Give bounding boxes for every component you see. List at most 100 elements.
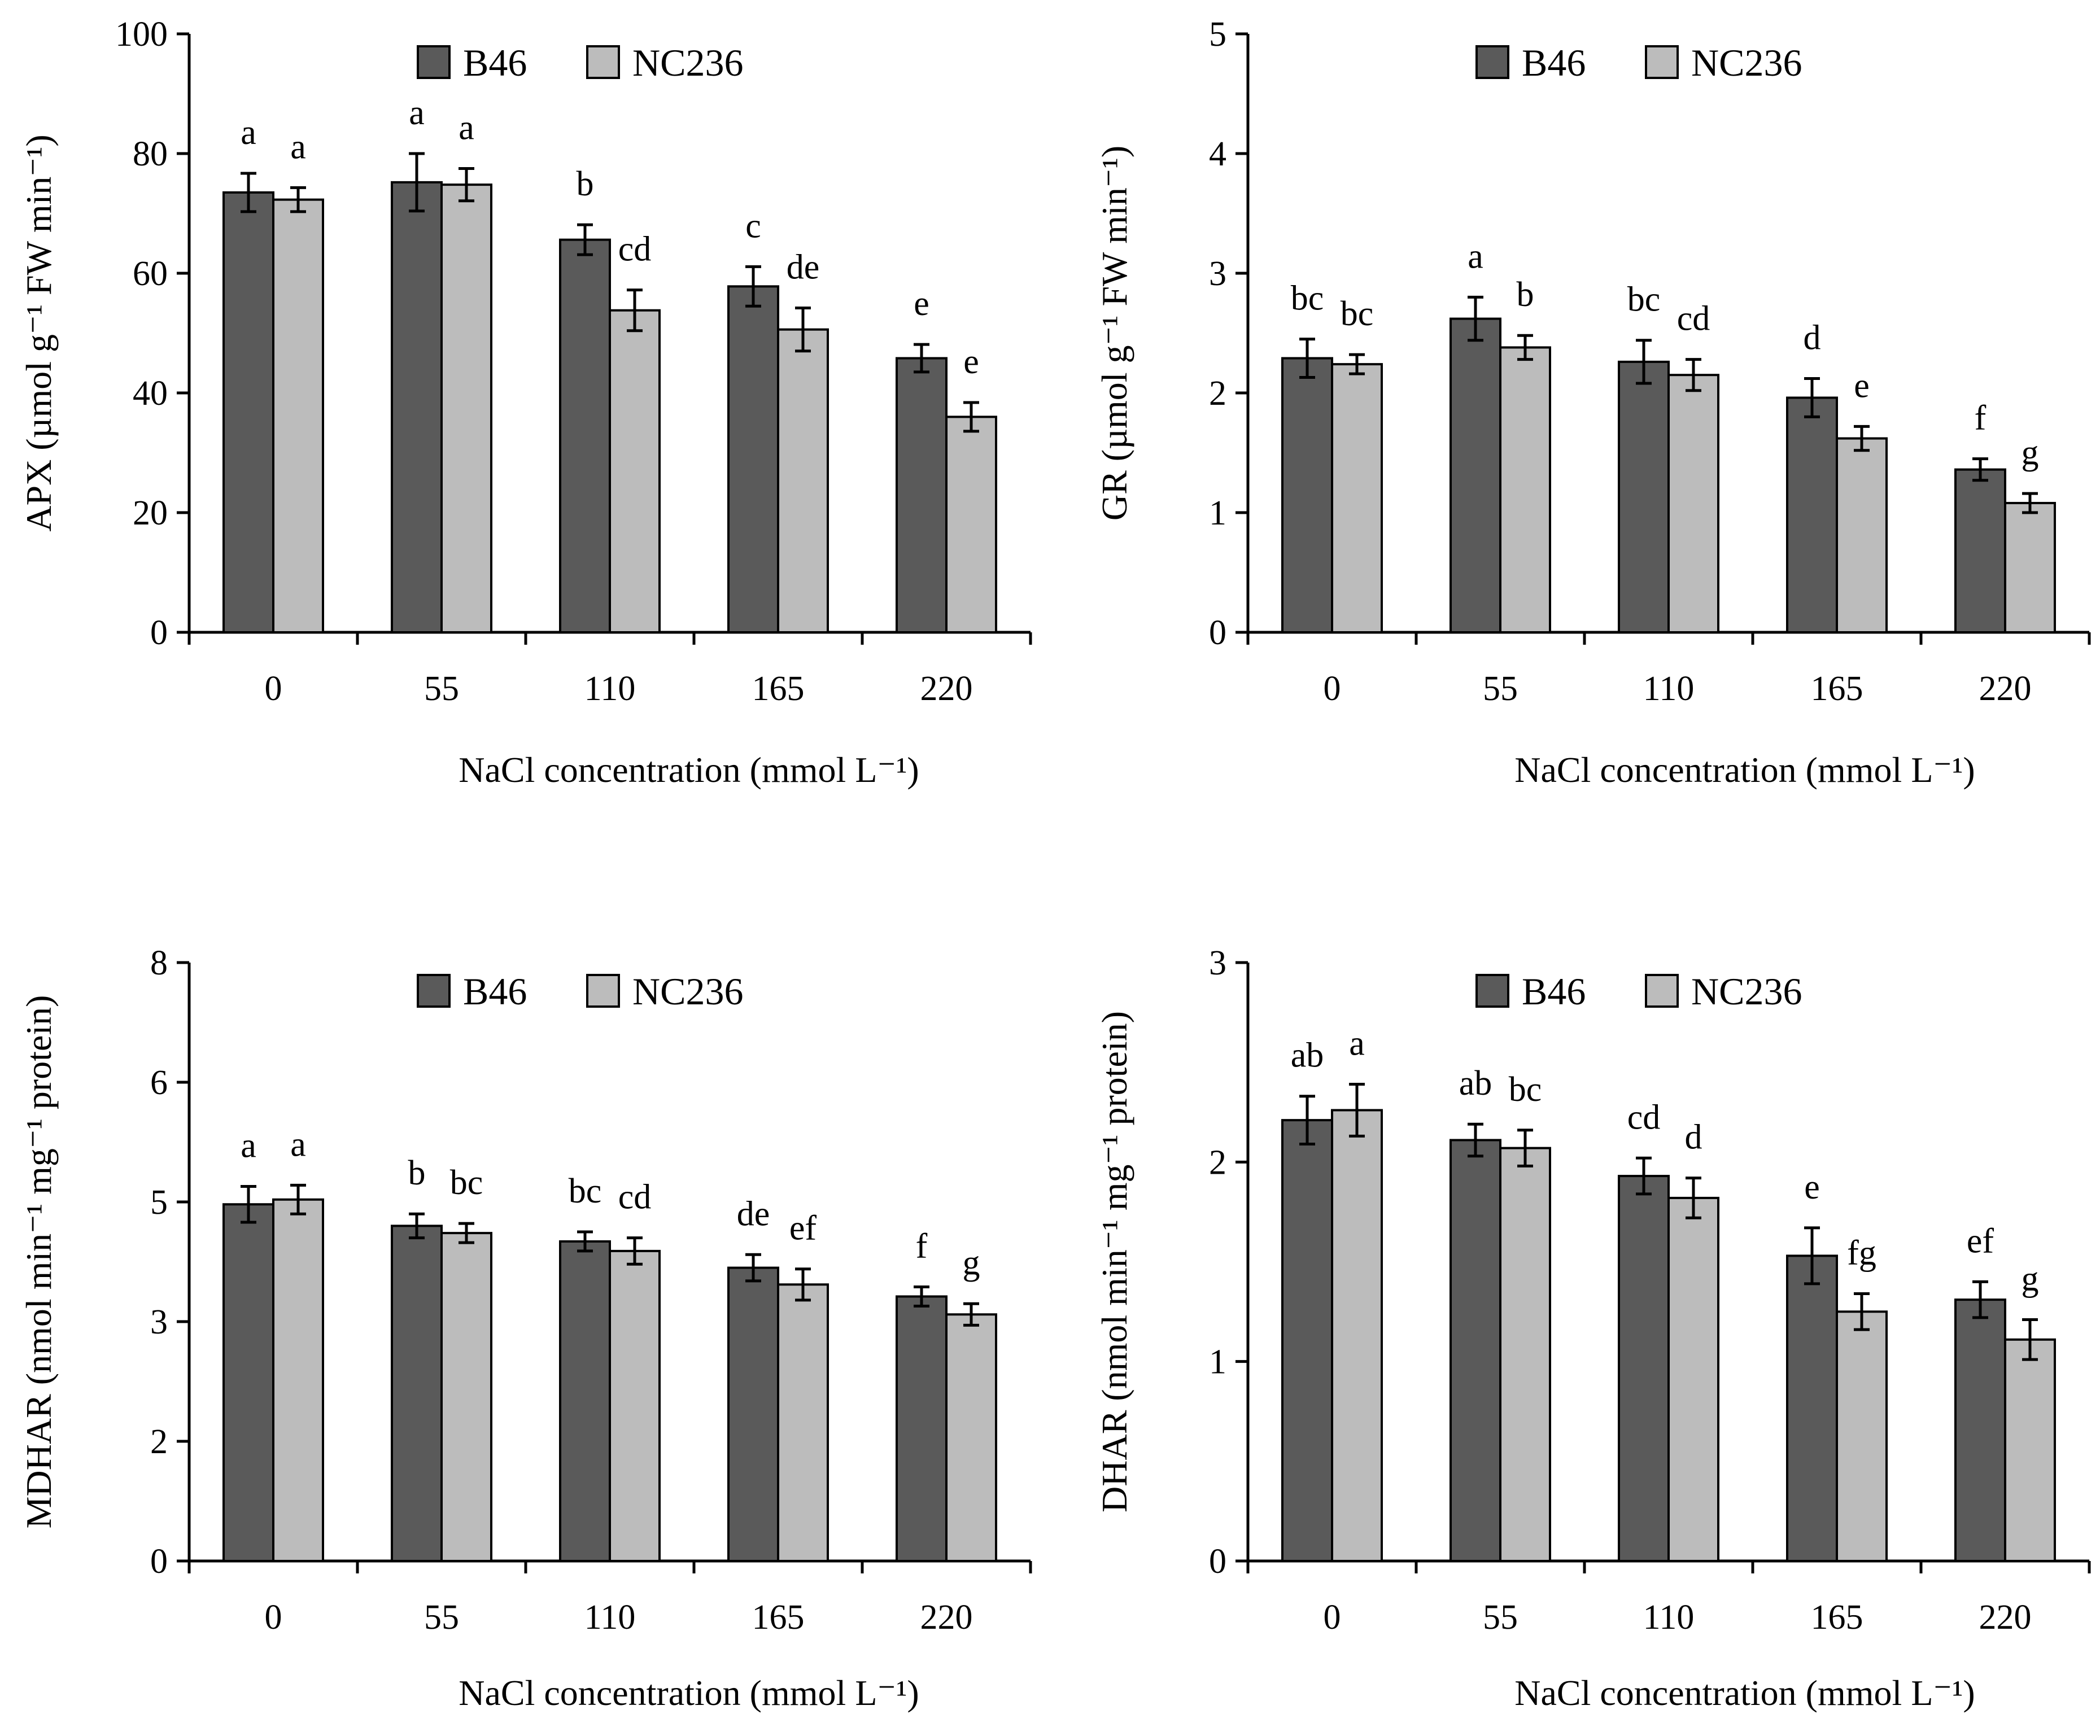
legend-label-b46: B46 bbox=[463, 41, 527, 84]
bar-b46 bbox=[1281, 1119, 1333, 1562]
significance-letter: de bbox=[737, 1195, 770, 1233]
x-tick-label: 0 bbox=[265, 1598, 282, 1637]
bar-nc236 bbox=[1331, 363, 1383, 633]
bar-nc236 bbox=[609, 309, 661, 633]
significance-letter: b bbox=[408, 1154, 426, 1192]
legend-swatch-nc236 bbox=[1645, 974, 1679, 1008]
bar-b46 bbox=[391, 181, 443, 633]
significance-letter: bc bbox=[1627, 281, 1661, 319]
legend-label-nc236: NC236 bbox=[1691, 41, 1802, 84]
bar-b46 bbox=[1450, 317, 1501, 633]
significance-letter: g bbox=[963, 1244, 980, 1282]
bar-b46 bbox=[1618, 360, 1670, 633]
bar-b46 bbox=[1618, 1175, 1670, 1562]
y-tick-label: 80 bbox=[133, 135, 168, 173]
legend-label-b46: B46 bbox=[1522, 41, 1586, 84]
x-tick-label: 110 bbox=[584, 1598, 636, 1637]
x-tick-label: 110 bbox=[1643, 1598, 1695, 1637]
bar-nc236 bbox=[440, 183, 492, 633]
x-tick-label: 220 bbox=[920, 1598, 973, 1637]
x-tick-label: 55 bbox=[424, 1598, 459, 1637]
x-tick-label: 55 bbox=[1483, 670, 1518, 708]
x-tick-label: 110 bbox=[584, 670, 636, 708]
y-tick-label: 3 bbox=[150, 1303, 168, 1341]
significance-letter: a bbox=[459, 109, 474, 147]
bar-nc236 bbox=[1499, 346, 1551, 633]
x-axis-title: NaCl concentration (mmol L⁻¹) bbox=[459, 1673, 919, 1713]
y-tick-label: 5 bbox=[150, 1183, 168, 1222]
y-tick-label: 0 bbox=[1209, 614, 1226, 652]
bar-nc236 bbox=[1667, 374, 1719, 633]
legend-swatch-b46 bbox=[417, 45, 451, 79]
significance-letter: b bbox=[1517, 276, 1534, 314]
significance-letter: fg bbox=[1847, 1234, 1876, 1273]
legend-label-b46: B46 bbox=[1522, 970, 1586, 1013]
y-tick-label: 3 bbox=[1209, 255, 1226, 293]
bar-nc236 bbox=[945, 1313, 997, 1563]
legend-label-nc236: NC236 bbox=[632, 970, 743, 1013]
y-axis-title: APX (µmol g⁻¹ FW min⁻¹) bbox=[19, 134, 59, 531]
x-tick-label: 55 bbox=[424, 670, 459, 708]
bar-b46 bbox=[559, 1240, 611, 1562]
significance-letter: a bbox=[1349, 1025, 1365, 1063]
significance-letter: bc bbox=[450, 1164, 483, 1202]
significance-letter: a bbox=[290, 128, 306, 166]
x-tick-label: 220 bbox=[920, 670, 973, 708]
bar-nc236 bbox=[1499, 1147, 1551, 1562]
bar-b46 bbox=[1786, 1254, 1838, 1562]
bar-nc236 bbox=[777, 328, 829, 633]
significance-letter: ab bbox=[1459, 1064, 1492, 1103]
x-axis-title: NaCl concentration (mmol L⁻¹) bbox=[1514, 1673, 1975, 1713]
bar-nc236 bbox=[272, 1198, 324, 1562]
y-axis-title: DHAR (nmol min⁻¹ mg⁻¹ protein) bbox=[1094, 1011, 1134, 1512]
significance-letter: ef bbox=[1967, 1222, 1994, 1260]
bar-nc236 bbox=[609, 1249, 661, 1562]
significance-letter: e bbox=[963, 343, 979, 381]
bar-b46 bbox=[1786, 396, 1838, 633]
bar-b46 bbox=[896, 357, 948, 634]
bar-nc236 bbox=[777, 1283, 829, 1563]
x-tick-label: 165 bbox=[752, 670, 805, 708]
bar-b46 bbox=[1954, 468, 2006, 633]
significance-letter: b bbox=[577, 165, 594, 203]
x-tick-label: 220 bbox=[1979, 670, 2032, 708]
bar-nc236 bbox=[945, 416, 997, 634]
legend-swatch-b46 bbox=[1475, 974, 1509, 1008]
significance-letter: a bbox=[409, 94, 425, 132]
y-tick-label: 3 bbox=[1209, 944, 1226, 982]
y-tick-label: 4 bbox=[1209, 135, 1226, 173]
x-tick-label: 110 bbox=[1643, 670, 1695, 708]
significance-letter: f bbox=[916, 1227, 928, 1266]
legend-swatch-b46 bbox=[417, 974, 451, 1008]
x-tick-label: 0 bbox=[1324, 1598, 1341, 1637]
y-tick-label: 2 bbox=[150, 1423, 168, 1461]
bar-b46 bbox=[1450, 1139, 1501, 1562]
x-tick-label: 0 bbox=[265, 670, 282, 708]
significance-letter: d bbox=[1804, 319, 1821, 357]
bar-b46 bbox=[727, 285, 779, 633]
legend-label-nc236: NC236 bbox=[1691, 970, 1802, 1013]
x-tick-label: 165 bbox=[752, 1598, 805, 1637]
legend-label-b46: B46 bbox=[463, 970, 527, 1013]
legend-swatch-nc236 bbox=[1645, 45, 1679, 79]
significance-letter: e bbox=[1854, 366, 1870, 405]
significance-letter: cd bbox=[618, 230, 652, 269]
y-tick-label: 5 bbox=[1209, 15, 1226, 54]
significance-letter: cd bbox=[1677, 300, 1710, 338]
y-tick-label: 40 bbox=[133, 374, 168, 413]
significance-letter: bc bbox=[1509, 1070, 1542, 1109]
y-tick-label: 0 bbox=[150, 614, 168, 652]
y-tick-label: 0 bbox=[1209, 1542, 1226, 1581]
x-tick-label: 165 bbox=[1811, 670, 1863, 708]
y-tick-label: 0 bbox=[150, 1542, 168, 1581]
y-tick-label: 8 bbox=[150, 944, 168, 982]
significance-letter: bc bbox=[1341, 295, 1374, 333]
y-tick-label: 2 bbox=[1209, 374, 1226, 413]
significance-letter: a bbox=[241, 1126, 256, 1165]
significance-letter: de bbox=[787, 248, 820, 286]
legend-swatch-nc236 bbox=[586, 974, 620, 1008]
significance-letter: bc bbox=[1291, 279, 1324, 318]
